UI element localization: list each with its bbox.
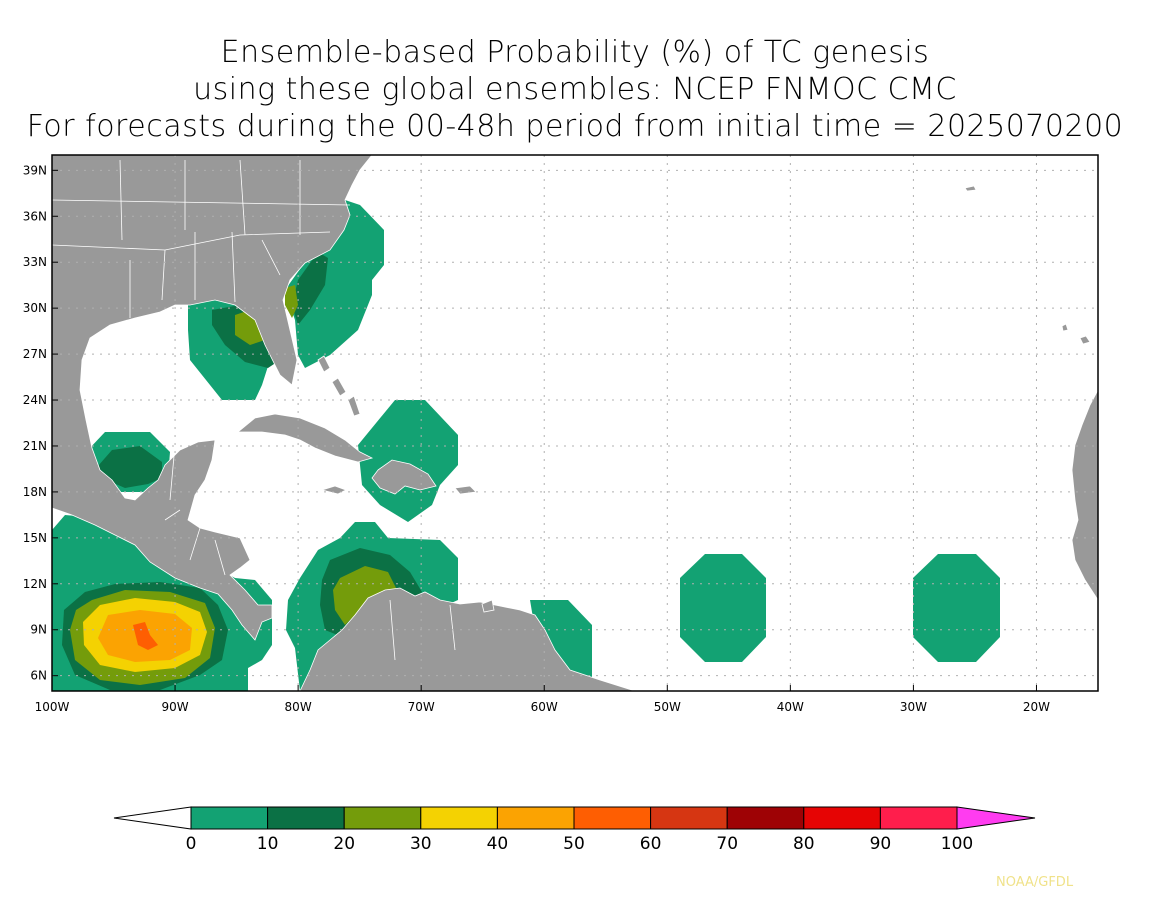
lat-tick-label: 30N [23,301,47,315]
colorbar-level-label: 80 [793,834,815,854]
colorbar-under-triangle [113,806,192,830]
cuba [236,413,374,463]
title-line-3: For forecasts during the 00-48h period f… [26,109,1124,144]
lon-tick-label: 80W [285,700,312,714]
colorbar-swatch [496,806,575,830]
genesis-area-caribbean [333,566,398,625]
lat-tick-label: 15N [23,531,47,545]
north-america [52,155,373,641]
lat-tick-label: 27N [23,347,47,361]
map-area [52,155,1098,691]
genesis-area-atlantic-45w [680,554,766,662]
small-islands-east [964,185,1091,345]
genesis-area-se-coast [292,252,328,325]
lat-tick-label: 12N [23,577,47,591]
puerto-rico [454,485,477,495]
political-boundaries [52,159,456,661]
lat-tick-label: 33N [23,255,47,269]
lon-tick-label: 60W [531,700,558,714]
jamaica [320,485,348,495]
lon-tick-label: 20W [1023,700,1050,714]
hispaniola [371,459,437,495]
map-grid [52,155,1098,691]
lon-tick-label: 100W [35,700,70,714]
genesis-area-atlantic-27w [913,554,1000,662]
colorbar-level-label: 20 [333,834,355,854]
colorbar-swatch [343,806,422,830]
map-frame [51,154,1099,692]
lat-tick-label: 6N [30,669,47,683]
colorbar-level-label: 10 [257,834,279,854]
credit-text: NOAA/GFDL [996,875,1074,890]
lon-tick-label: 90W [161,700,188,714]
colorbar-swatch [650,806,728,830]
colorbar-level-label: 30 [410,834,432,854]
colorbar-swatch [879,806,958,830]
colorbar-swatch [267,806,345,830]
colorbar-level-label: 60 [640,834,662,854]
colorbar-swatch [726,806,805,830]
lat-tick-label: 36N [23,209,47,223]
colorbar-level-label: 100 [941,834,973,854]
genesis-area-campeche [98,446,162,488]
colorbar-over-triangle [956,806,1036,830]
colorbar-level-label: 50 [563,834,585,854]
title-line-2: using these global ensembles: NCEP FNMOC… [193,72,957,107]
colorbar-level-label: 70 [716,834,738,854]
title-line-1: Ensemble-based Probability (%) of TC gen… [220,35,930,70]
lat-tick-label: 21N [23,439,47,453]
lon-tick-label: 70W [408,700,435,714]
trinidad [481,599,495,613]
genesis-area-se-coast [285,200,384,368]
colorbar-swatch [573,806,652,830]
south-america [299,587,636,691]
genesis-area-hispaniola [358,400,458,522]
axis-labels: 39N 36N 33N 30N 27N 24N 21N 18N 15N 12N 9N 6N 100W 90… [23,163,1050,714]
colorbar-swatch [190,806,269,830]
colorbar-level-label: 0 [186,834,197,854]
lat-tick-label: 9N [30,623,47,637]
genesis-area-east-pacific [133,622,158,650]
lon-tick-label: 30W [900,700,927,714]
lat-tick-label: 39N [23,163,47,177]
lon-tick-label: 40W [777,700,804,714]
colorbar-swatch [803,806,881,830]
genesis-area-guyana [530,600,592,680]
colorbar-level-label: 40 [487,834,509,854]
genesis-area-se-coast [285,285,298,318]
lon-tick-label: 50W [654,700,681,714]
bahamas [317,355,361,417]
lat-tick-label: 24N [23,393,47,407]
africa [1071,389,1098,601]
colorbar-swatch [420,806,498,830]
land-masses [52,155,1098,691]
colorbar: 0 10 20 30 40 50 60 70 80 90 100 [113,806,1036,854]
lat-tick-label: 18N [23,485,47,499]
colorbar-level-label: 90 [870,834,892,854]
